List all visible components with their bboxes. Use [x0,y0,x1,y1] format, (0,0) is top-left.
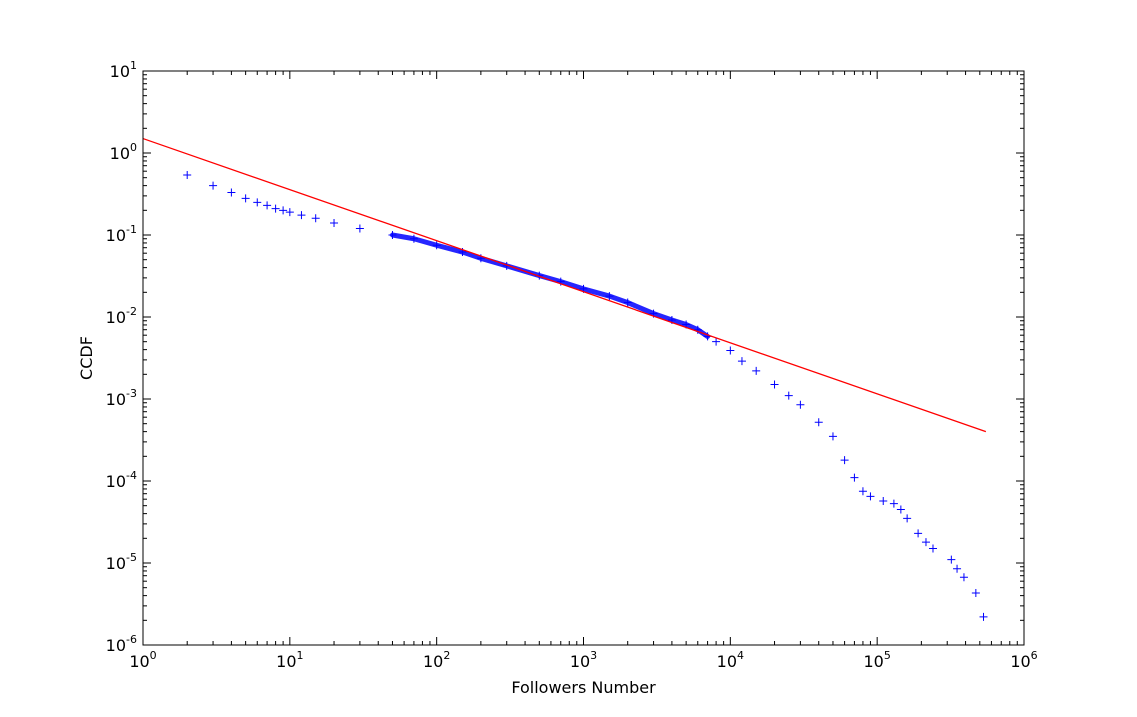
y-tick-base: 10 [106,390,126,409]
axis-ticks: 100 101 102 103 104 105 10610110010-110-210-31… [106,59,1038,671]
data-point [432,241,441,250]
y-tick-base: 10 [106,636,126,655]
data-point [879,497,888,506]
y-tick-base: 10 [106,472,126,491]
data-point [253,198,262,207]
data-point [737,357,746,366]
data-point [279,206,288,215]
x-tick-label: 101 [276,649,303,671]
data-point [693,325,702,334]
y-axis-title: CCDF [77,336,96,380]
y-tick-base: 10 [106,308,126,327]
x-tick-label: 104 [717,649,744,671]
x-tick-label: 106 [1010,649,1037,671]
data-point [388,231,397,239]
data-point [979,612,988,621]
x-tick-base: 10 [863,652,883,671]
y-tick-label: 10-6 [106,633,137,655]
y-tick-exponent: -5 [126,551,137,564]
x-tick-label: 102 [423,649,450,671]
x-tick-label: 100 [129,649,156,671]
data-point [828,432,837,441]
y-tick-exponent: -2 [126,305,137,318]
data-point [271,204,280,213]
x-tick-exponent: 6 [1031,649,1038,662]
data-point [784,391,793,400]
data-point [726,346,735,355]
data-point [959,573,968,582]
x-tick-exponent: 2 [443,649,450,662]
x-tick-base: 10 [129,652,149,671]
data-point [330,219,339,228]
data-point [263,201,272,210]
y-tick-exponent: -1 [126,223,137,236]
data-point [297,211,306,220]
data-point [866,492,875,501]
data-point [285,208,294,217]
y-tick-label: 100 [110,141,137,163]
data-point [921,538,930,547]
data-point [623,298,632,307]
x-tick-base: 10 [276,652,296,671]
y-tick-exponent: -6 [126,633,137,646]
data-point [409,234,418,243]
data-point [605,292,614,301]
x-tick-label: 105 [863,649,890,671]
y-tick-label: 10-3 [106,387,137,409]
data-point-band [389,232,711,339]
data-point [814,418,823,427]
x-tick-exponent: 1 [297,649,304,662]
data-point [227,188,236,197]
y-tick-base: 10 [110,144,130,163]
x-tick-base: 10 [717,652,737,671]
data-point [971,589,980,598]
data-point [241,194,250,203]
data-point [858,487,867,496]
y-tick-label: 10-2 [106,305,137,327]
data-point [752,366,761,375]
x-tick-base: 10 [570,652,590,671]
data-point [712,337,721,346]
y-tick-exponent: 0 [130,141,137,154]
data-point [840,456,849,465]
data-point [183,170,192,179]
data-point [896,505,905,514]
data-point [903,514,912,523]
y-tick-label: 10-5 [106,551,137,573]
data-point [889,499,898,508]
data-point [947,555,956,564]
y-tick-base: 10 [106,554,126,573]
data-point [770,380,779,389]
x-tick-label: 103 [570,649,597,671]
x-axis-title: Followers Number [511,678,656,697]
x-tick-exponent: 3 [590,649,597,662]
y-tick-label: 10-4 [106,469,137,491]
data-point [311,214,320,223]
y-tick-exponent: 1 [130,59,137,72]
plot-marks [142,137,988,621]
data-point [953,564,962,573]
fit-line [142,137,987,433]
x-tick-exponent: 0 [150,649,157,662]
data-point [850,473,859,482]
x-tick-exponent: 4 [737,649,744,662]
y-tick-label: 10-1 [106,223,137,245]
y-tick-base: 10 [110,62,130,81]
x-tick-exponent: 5 [884,649,891,662]
data-point [928,544,937,553]
y-tick-exponent: -3 [126,387,137,400]
data-point [796,400,805,409]
y-tick-label: 101 [110,59,137,81]
x-tick-base: 10 [423,652,443,671]
y-tick-base: 10 [106,226,126,245]
x-tick-base: 10 [1010,652,1030,671]
data-point [355,224,364,233]
data-point [209,181,218,190]
y-tick-exponent: -4 [126,469,137,482]
data-point [914,529,923,538]
